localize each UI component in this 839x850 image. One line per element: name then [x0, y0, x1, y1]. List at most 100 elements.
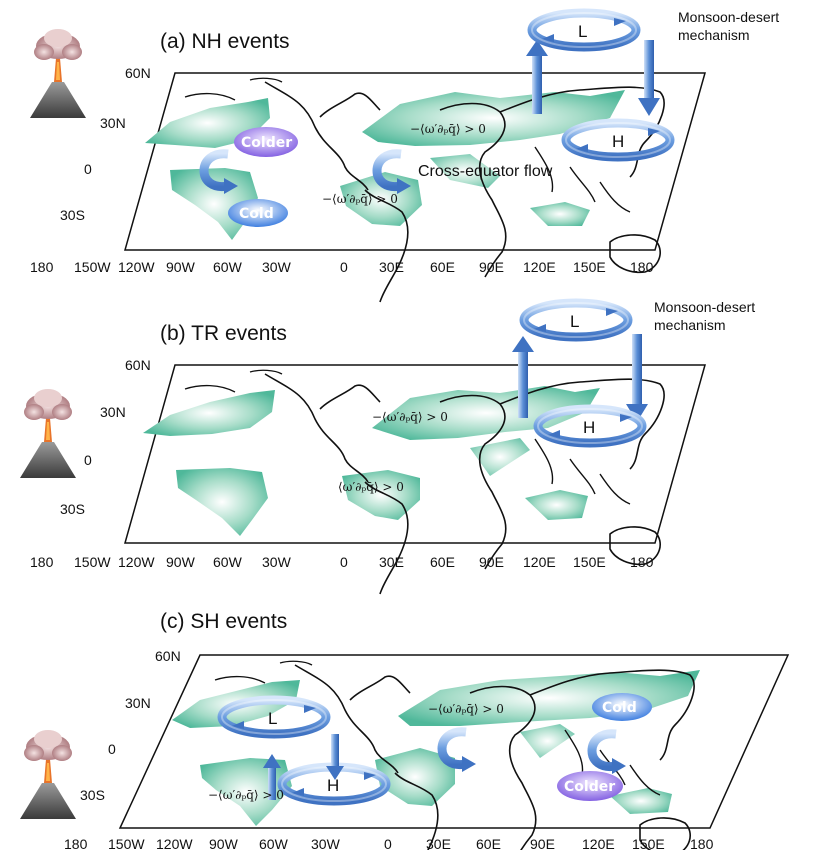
low-label: L: [570, 312, 579, 331]
vertical-arrow-icon: [644, 40, 654, 102]
panel-title: (c) SH events: [160, 610, 287, 633]
mechanism-label: Monsoon-desert: [654, 299, 755, 315]
lon-label: 150E: [573, 554, 606, 570]
colder-badge: [234, 127, 298, 157]
lon-tick-labels: 180 150W 120W 90W 60W 30W 0 30E 60E 90E …: [30, 554, 654, 570]
lat-label-60n: 60N: [125, 65, 151, 81]
lon-label: 90E: [479, 554, 504, 570]
low-label: L: [268, 709, 277, 728]
lon-label: 30E: [426, 836, 451, 850]
lat-label-60n: 60N: [155, 648, 181, 664]
lon-label: 90W: [166, 554, 196, 570]
lon-label: 180: [630, 259, 654, 275]
low-label: L: [578, 22, 587, 41]
moisture-expression: −⟨ω′∂ₚq̄⟩ > 0: [208, 788, 284, 802]
lat-label-0: 0: [108, 741, 116, 757]
vertical-arrow-icon: [532, 52, 542, 114]
lat-label-30n: 30N: [100, 404, 126, 420]
lon-tick-labels: 180 150W 120W 90W 60W 30W 0 30E 60E 90E …: [64, 836, 714, 850]
moisture-expression: ⟨ω′∂ₚq̄⟩ > 0: [338, 480, 404, 494]
lon-label: 180: [64, 836, 88, 850]
cold-label: Cold: [239, 206, 274, 222]
lon-label: 0: [384, 836, 392, 850]
vertical-arrow-icon: [632, 334, 642, 408]
circulation-arrow-icon: [592, 734, 626, 774]
lon-label: 30W: [262, 554, 292, 570]
lon-label: 60E: [430, 259, 455, 275]
lat-label-60n: 60N: [125, 357, 151, 373]
lat-label-30n: 30N: [100, 115, 126, 131]
lon-label: 30E: [379, 554, 404, 570]
map-frame: [118, 654, 790, 829]
lat-label-0: 0: [84, 452, 92, 468]
panel-sh-events: (c) SH events 60N 30N 0 30S 180 150W 120…: [20, 610, 790, 850]
colder-badge: [557, 771, 623, 801]
lon-label: 0: [340, 554, 348, 570]
lat-label-30s: 30S: [60, 207, 85, 223]
cold-badge: [592, 693, 652, 721]
lon-label: 60W: [213, 259, 243, 275]
mechanism-label: mechanism: [678, 27, 750, 43]
lon-label: 60E: [476, 836, 501, 850]
lon-label: 90W: [209, 836, 239, 850]
vertical-arrow-icon: [268, 766, 276, 800]
lon-label: 60W: [213, 554, 243, 570]
lon-label: 180: [630, 554, 654, 570]
lon-label: 150E: [632, 836, 665, 850]
volcano-icon: [20, 730, 76, 819]
lon-label: 120E: [523, 259, 556, 275]
panel-tr-events: (b) TR events 60N 30N 0 30S 180 150W 120…: [20, 299, 755, 595]
colder-label: Colder: [241, 135, 292, 151]
lon-label: 150W: [108, 836, 145, 850]
vertical-arrow-icon: [518, 348, 528, 418]
lon-label: 30W: [262, 259, 292, 275]
lon-label: 60W: [259, 836, 289, 850]
lat-label-30s: 30S: [60, 501, 85, 517]
cross-equator-flow-label: Cross-equator flow: [418, 163, 553, 180]
moisture-shading: [143, 386, 600, 536]
moisture-shading: [145, 90, 625, 240]
panel-nh-events: (a) NH events 60N 30N 0 30S 180 150W 120…: [30, 9, 779, 303]
high-label: H: [327, 776, 339, 795]
high-label: H: [583, 418, 595, 437]
map-frame: [124, 364, 706, 544]
moisture-expression: −⟨ω′∂ₚq̄⟩ > 0: [372, 410, 448, 424]
volcano-icon: [30, 29, 86, 118]
lat-label-30s: 30S: [80, 787, 105, 803]
lon-tick-labels: 180 150W 120W 90W 60W 30W 0 30E 60E 90E …: [30, 259, 654, 275]
mechanism-label: Monsoon-desert: [678, 9, 779, 25]
lon-label: 150W: [74, 554, 111, 570]
panel-title: (a) NH events: [160, 30, 290, 53]
lon-label: 180: [30, 259, 54, 275]
panel-title: (b) TR events: [160, 322, 287, 345]
vertical-arrow-icon: [331, 734, 339, 768]
mechanism-label: mechanism: [654, 317, 726, 333]
lon-label: 120E: [523, 554, 556, 570]
lon-label: 150E: [573, 259, 606, 275]
lon-label: 0: [340, 259, 348, 275]
lon-label: 30W: [311, 836, 341, 850]
lon-label: 90W: [166, 259, 196, 275]
moisture-expression: −⟨ω′∂ₚq̄⟩ > 0: [410, 122, 486, 136]
lon-label: 60E: [430, 554, 455, 570]
moisture-expression: −⟨ω′∂ₚq̄⟩ > 0: [322, 192, 398, 206]
lat-label-0: 0: [84, 161, 92, 177]
lon-label: 120W: [118, 554, 155, 570]
map-frame: [124, 72, 706, 251]
lat-label-30n: 30N: [125, 695, 151, 711]
lon-label: 180: [690, 836, 714, 850]
high-label: H: [612, 132, 624, 151]
lon-label: 120E: [582, 836, 615, 850]
lon-label: 180: [30, 554, 54, 570]
volcano-icon: [20, 389, 76, 478]
lon-label: 30E: [379, 259, 404, 275]
lon-label: 120W: [156, 836, 193, 850]
lon-label: 150W: [74, 259, 111, 275]
lon-label: 120W: [118, 259, 155, 275]
lon-label: 90E: [479, 259, 504, 275]
colder-label: Colder: [564, 779, 615, 795]
moisture-expression: −⟨ω′∂ₚq̄⟩ > 0: [428, 702, 504, 716]
cold-label: Cold: [602, 700, 637, 716]
cold-badge: [228, 199, 288, 227]
